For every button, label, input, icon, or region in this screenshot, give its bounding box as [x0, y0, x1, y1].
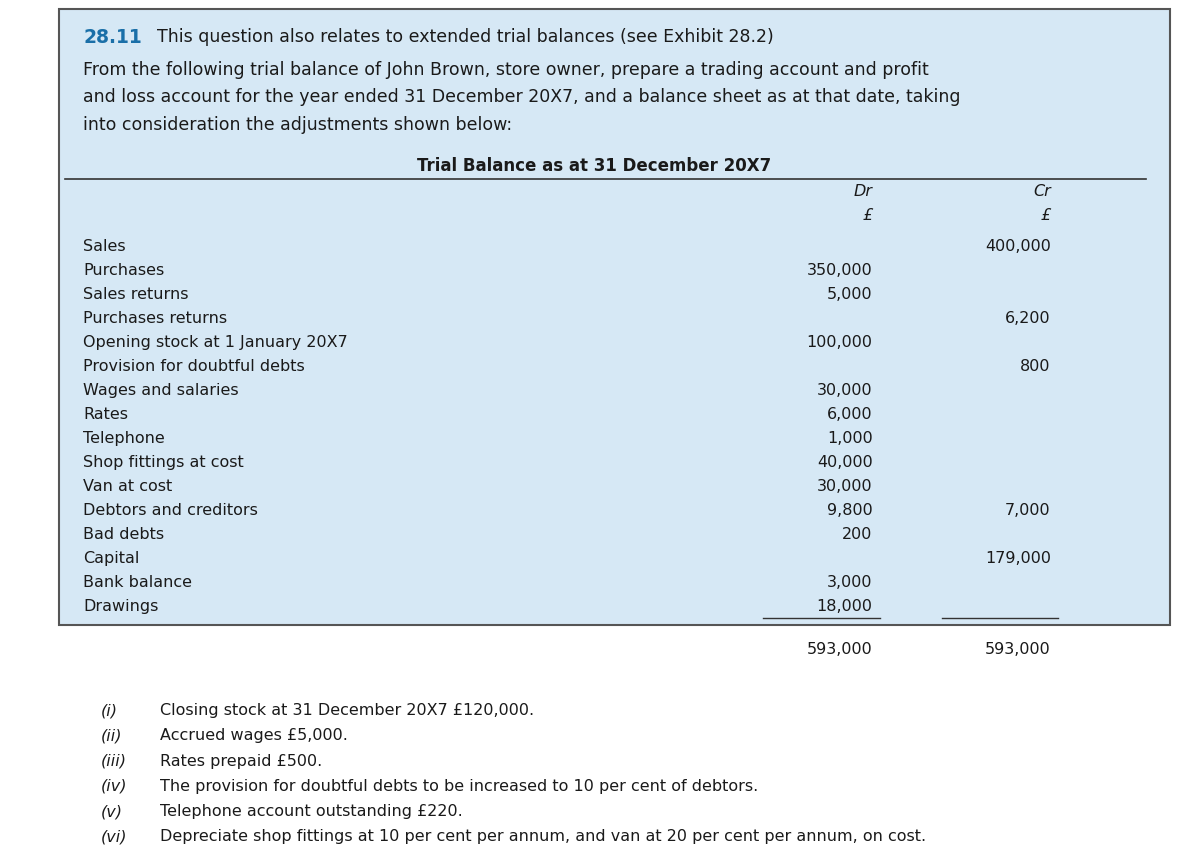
FancyBboxPatch shape [59, 9, 1170, 625]
Text: 7,000: 7,000 [1006, 503, 1051, 518]
Text: 400,000: 400,000 [985, 239, 1051, 254]
Text: 30,000: 30,000 [817, 479, 872, 493]
Text: 6,200: 6,200 [1006, 311, 1051, 325]
Text: 5,000: 5,000 [827, 287, 872, 302]
Text: Capital: Capital [83, 550, 139, 566]
Text: From the following trial balance of John Brown, store owner, prepare a trading a: From the following trial balance of John… [83, 61, 929, 79]
Text: 593,000: 593,000 [985, 642, 1051, 658]
Text: 350,000: 350,000 [806, 262, 872, 278]
Text: 200: 200 [842, 527, 872, 542]
Text: This question also relates to extended trial balances (see Exhibit 28.2): This question also relates to extended t… [157, 28, 774, 46]
Text: Provision for doubtful debts: Provision for doubtful debts [83, 359, 305, 374]
Text: Bad debts: Bad debts [83, 527, 164, 542]
Text: £: £ [1040, 209, 1051, 223]
Text: Accrued wages £5,000.: Accrued wages £5,000. [161, 728, 348, 743]
Text: Closing stock at 31 December 20X7 £120,000.: Closing stock at 31 December 20X7 £120,0… [161, 703, 534, 718]
Text: 28.11: 28.11 [83, 28, 142, 48]
Text: Rates prepaid £500.: Rates prepaid £500. [161, 753, 323, 769]
Text: (vi): (vi) [101, 829, 127, 844]
Text: 593,000: 593,000 [806, 642, 872, 658]
Text: Telephone account outstanding £220.: Telephone account outstanding £220. [161, 804, 463, 819]
Text: 100,000: 100,000 [806, 335, 872, 349]
Text: (iii): (iii) [101, 753, 127, 769]
Text: (v): (v) [101, 804, 122, 819]
Text: Telephone: Telephone [83, 431, 164, 446]
Text: (ii): (ii) [101, 728, 122, 743]
Text: 800: 800 [1020, 359, 1051, 374]
Text: 18,000: 18,000 [817, 599, 872, 613]
Text: 9,800: 9,800 [827, 503, 872, 518]
Text: Rates: Rates [83, 406, 128, 422]
Text: (iv): (iv) [101, 779, 127, 794]
Text: Van at cost: Van at cost [83, 479, 173, 493]
Text: into consideration the adjustments shown below:: into consideration the adjustments shown… [83, 116, 512, 134]
Text: 1,000: 1,000 [827, 431, 872, 446]
Text: Cr: Cr [1033, 184, 1051, 199]
Text: Drawings: Drawings [83, 599, 158, 613]
Text: Shop fittings at cost: Shop fittings at cost [83, 455, 244, 469]
Text: 40,000: 40,000 [817, 455, 872, 469]
Text: 30,000: 30,000 [817, 383, 872, 398]
Text: The provision for doubtful debts to be increased to 10 per cent of debtors.: The provision for doubtful debts to be i… [161, 779, 758, 794]
Text: Purchases: Purchases [83, 262, 164, 278]
Text: Sales returns: Sales returns [83, 287, 188, 302]
Text: Bank balance: Bank balance [83, 575, 192, 590]
Text: Sales: Sales [83, 239, 126, 254]
Text: Dr: Dr [853, 184, 872, 199]
Text: 179,000: 179,000 [985, 550, 1051, 566]
Text: Trial Balance as at 31 December 20X7: Trial Balance as at 31 December 20X7 [416, 157, 770, 175]
Text: Depreciate shop fittings at 10 per cent per annum, and van at 20 per cent per an: Depreciate shop fittings at 10 per cent … [161, 829, 926, 844]
Text: £: £ [863, 209, 872, 223]
Text: Purchases returns: Purchases returns [83, 311, 227, 325]
Text: 6,000: 6,000 [827, 406, 872, 422]
Text: Opening stock at 1 January 20X7: Opening stock at 1 January 20X7 [83, 335, 348, 349]
Text: Debtors and creditors: Debtors and creditors [83, 503, 258, 518]
Text: (i): (i) [101, 703, 118, 718]
Text: 3,000: 3,000 [827, 575, 872, 590]
Text: Wages and salaries: Wages and salaries [83, 383, 239, 398]
Text: and loss account for the year ended 31 December 20X7, and a balance sheet as at : and loss account for the year ended 31 D… [83, 89, 961, 106]
